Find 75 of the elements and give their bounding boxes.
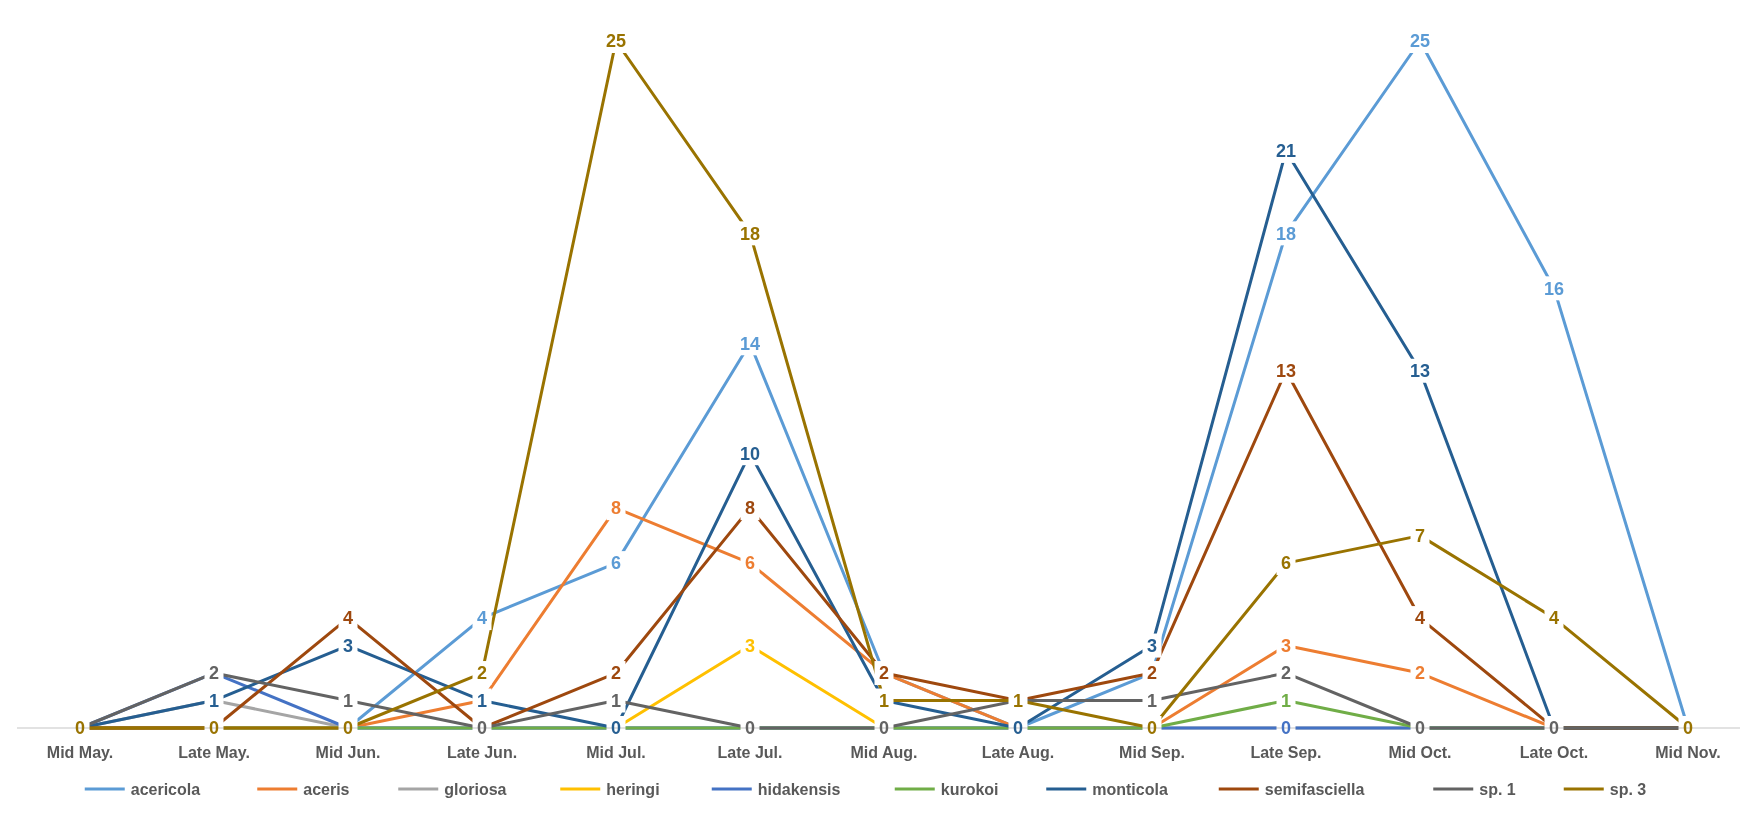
data-label: 3 [342, 635, 354, 656]
data-label: 0 [1280, 718, 1292, 739]
data-label: 18 [1275, 223, 1297, 244]
data-label: 2 [208, 663, 220, 684]
legend-label: gloriosa [444, 780, 507, 798]
data-label: 1 [1280, 690, 1292, 711]
data-label: 0 [744, 718, 756, 739]
data-label: 1 [208, 690, 220, 711]
data-label: 8 [610, 498, 622, 519]
data-label: 6 [1280, 553, 1292, 574]
data-label: 2 [1414, 663, 1426, 684]
x-tick-label: Mid May. [46, 744, 114, 761]
x-tick-label: Late Oct. [1519, 744, 1589, 761]
data-label: 0 [1548, 718, 1560, 739]
data-label: 0 [610, 718, 622, 739]
data-label: 2 [476, 663, 488, 684]
data-label: 1 [342, 690, 354, 711]
data-label: 4 [1548, 608, 1560, 629]
data-label: 10 [739, 443, 761, 464]
data-label: 13 [1275, 361, 1297, 382]
x-tick-label: Late Jun. [446, 744, 518, 761]
x-tick-label: Late May. [178, 744, 250, 761]
legend-label: acericola [130, 780, 201, 798]
legend-label: semifasciella [1264, 780, 1365, 798]
data-label: 25 [1409, 31, 1431, 52]
data-label: 25 [605, 31, 627, 52]
data-label: 1 [610, 690, 622, 711]
data-label: 6 [610, 553, 622, 574]
x-tick-label: Mid Jul. [586, 744, 646, 761]
data-label: 1 [476, 690, 488, 711]
data-label: 4 [1414, 608, 1426, 629]
data-label: 0 [208, 718, 220, 739]
legend-label: kurokoi [940, 780, 999, 798]
x-tick-label: Late Aug. [981, 744, 1055, 761]
data-label: 2 [610, 663, 622, 684]
data-label: 6 [744, 553, 756, 574]
data-label: 1 [1012, 690, 1024, 711]
x-tick-label: Late Sep. [1250, 744, 1322, 761]
data-label: 13 [1409, 361, 1431, 382]
x-tick-label: Mid Jun. [315, 744, 381, 761]
data-label: 2 [1146, 663, 1158, 684]
data-label: 16 [1543, 278, 1565, 299]
data-label: 8 [744, 498, 756, 519]
data-label: 1 [878, 690, 890, 711]
legend-label: sp. 1 [1479, 780, 1516, 798]
data-label: 2 [878, 663, 890, 684]
data-label: 7 [1414, 525, 1426, 546]
legend-label: hidakensis [757, 780, 841, 798]
data-label: 0 [476, 718, 488, 739]
legend-label: heringi [606, 780, 660, 798]
data-label: 0 [1682, 718, 1694, 739]
data-label: 3 [744, 635, 756, 656]
data-label: 4 [342, 608, 354, 629]
x-tick-label: Late Jul. [717, 744, 783, 761]
data-label: 3 [1280, 635, 1292, 656]
x-tick-label: Mid Oct. [1388, 744, 1452, 761]
data-label: 0 [878, 718, 890, 739]
x-tick-label: Mid Nov. [1655, 744, 1721, 761]
data-label: 0 [1012, 718, 1024, 739]
data-label: 14 [739, 333, 761, 354]
data-label: 21 [1275, 141, 1297, 162]
legend-label: aceris [303, 780, 350, 798]
data-label: 1 [1146, 690, 1158, 711]
data-label: 0 [342, 718, 354, 739]
data-label: 0 [74, 718, 86, 739]
legend-label: monticola [1092, 780, 1168, 798]
data-label: 18 [739, 223, 761, 244]
data-label: 4 [476, 608, 488, 629]
data-label: 3 [1146, 635, 1158, 656]
legend-label: sp. 3 [1609, 780, 1647, 798]
data-label: 0 [1146, 718, 1158, 739]
data-label: 2 [1280, 663, 1292, 684]
x-tick-label: Mid Sep. [1119, 744, 1185, 761]
data-label: 0 [1414, 718, 1426, 739]
x-tick-label: Mid Aug. [850, 744, 918, 761]
